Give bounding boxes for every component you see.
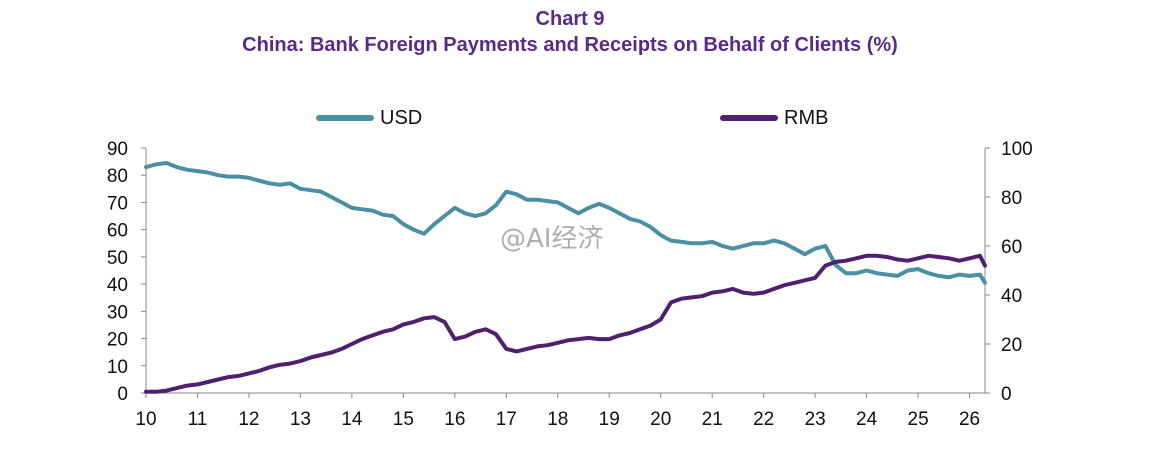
y-right-tick-label: 0: [1001, 384, 1012, 405]
y-right-tick-label: 60: [1001, 237, 1022, 258]
x-tick-label: 24: [856, 409, 878, 430]
y-left-tick-label: 50: [107, 248, 128, 269]
legend-rmb-label: RMB: [784, 106, 829, 129]
x-tick-label: 16: [444, 409, 465, 430]
y-left-tick-label: 90: [107, 139, 128, 160]
y-right-tick-label: 40: [1001, 286, 1022, 307]
x-tick-label: 20: [650, 409, 671, 430]
y-left-tick-label: 0: [117, 384, 128, 405]
y-right-tick-label: 80: [1001, 188, 1022, 209]
y-right-tick-label: 100: [1001, 139, 1033, 160]
y-left-tick-label: 20: [107, 330, 128, 351]
legend-rmb-swatch: [720, 115, 778, 121]
y-right-tick-label: 20: [1001, 335, 1022, 356]
series-line-rmb: [144, 253, 987, 394]
x-tick-label: 17: [496, 409, 517, 430]
x-tick-label: 13: [290, 409, 311, 430]
chart-title: Chart 9: [535, 8, 605, 30]
x-tick-label: 26: [959, 409, 980, 430]
x-tick-label: 23: [805, 409, 826, 430]
y-left-tick-label: 30: [107, 302, 128, 323]
legend-usd-swatch: [316, 115, 374, 121]
legend-rmb: RMB: [720, 104, 828, 132]
x-tick-label: 14: [341, 409, 363, 430]
y-left-tick-label: 70: [107, 193, 128, 214]
legend-usd-label: USD: [380, 106, 423, 129]
y-left-tick-label: 60: [107, 221, 128, 242]
y-left-tick-label: 40: [107, 275, 128, 296]
x-tick-label: 18: [547, 409, 568, 430]
x-tick-label: 15: [393, 409, 414, 430]
y-left-tick-label: 10: [107, 357, 128, 378]
x-tick-label: 19: [599, 409, 620, 430]
x-tick-label: 25: [908, 409, 929, 430]
legend-usd: USD: [316, 104, 422, 132]
watermark: @AI经济: [500, 224, 604, 254]
chart-subtitle: China: Bank Foreign Payments and Receipt…: [242, 34, 898, 56]
x-tick-label: 22: [753, 409, 774, 430]
y-left-tick-label: 80: [107, 166, 128, 187]
x-tick-label: 21: [702, 409, 723, 430]
x-tick-label: 11: [188, 409, 208, 430]
series-line-usd: [144, 161, 987, 285]
x-tick-label: 12: [238, 409, 259, 430]
x-tick-label: 10: [135, 409, 156, 430]
